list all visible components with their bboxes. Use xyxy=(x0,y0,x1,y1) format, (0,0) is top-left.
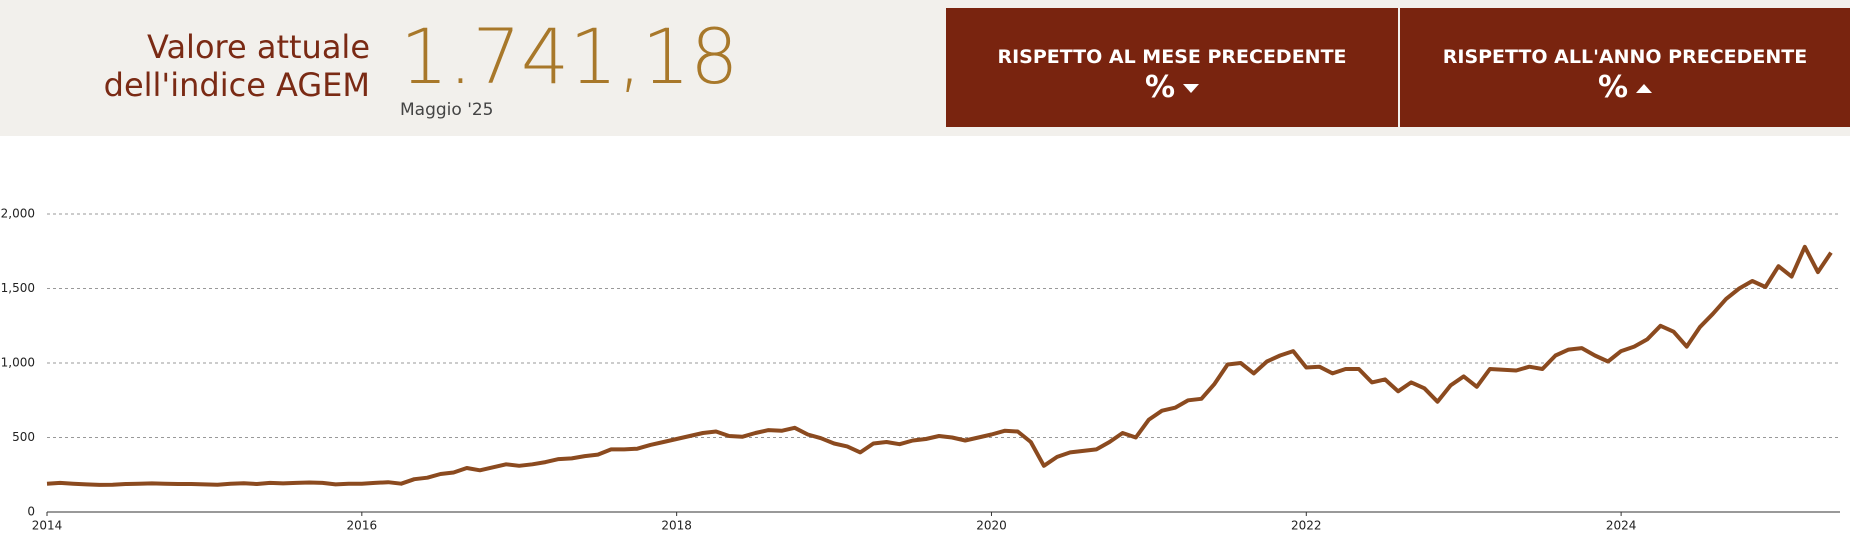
index-value: 1.741,18 xyxy=(400,12,739,101)
line xyxy=(46,244,1833,487)
y-tick-label: 1,000 xyxy=(1,356,35,370)
box-label: RISPETTO ALL'ANNO PRECEDENTE xyxy=(1442,46,1808,68)
box-value: % xyxy=(1400,70,1850,105)
box-label: RISPETTO AL MESE PRECEDENTE xyxy=(997,46,1347,68)
y-tick-label: 0 xyxy=(27,505,35,519)
month-box: RISPETTO AL MESE PRECEDENTE % xyxy=(946,8,1398,127)
box-unit: % xyxy=(1144,70,1176,105)
x-tick-label: 2024 xyxy=(1606,519,1637,533)
period: Maggio '25 xyxy=(400,100,494,120)
x-tick-label: 2020 xyxy=(976,519,1007,533)
down-arrow xyxy=(1183,84,1200,93)
header: Valore attuale dell'indice AGEM 1.741,18… xyxy=(0,0,1850,136)
x-tick-label: 2022 xyxy=(1291,519,1322,533)
title-line: Valore attuale xyxy=(147,28,370,66)
year-box: RISPETTO ALL'ANNO PRECEDENTE % xyxy=(1400,8,1850,127)
up-arrow xyxy=(1636,84,1653,93)
y-tick-label: 2,000 xyxy=(1,207,35,221)
x-tick-label: 2016 xyxy=(347,519,378,533)
box-value: % xyxy=(946,70,1398,105)
box-unit: % xyxy=(1597,70,1629,105)
x-tick-label: 2018 xyxy=(661,519,692,533)
y-tick-label: 500 xyxy=(12,430,35,444)
y-tick-label: 1,500 xyxy=(1,281,35,295)
header-title: Valore attuale dell'indice AGEM xyxy=(104,28,370,104)
title-line: dell'indice AGEM xyxy=(103,66,370,104)
x-tick-label: 2014 xyxy=(32,519,63,533)
chart: 0 500 1,000 1,500 2,000 2014 2016 2018 2020 2022 2… xyxy=(1,207,1840,533)
